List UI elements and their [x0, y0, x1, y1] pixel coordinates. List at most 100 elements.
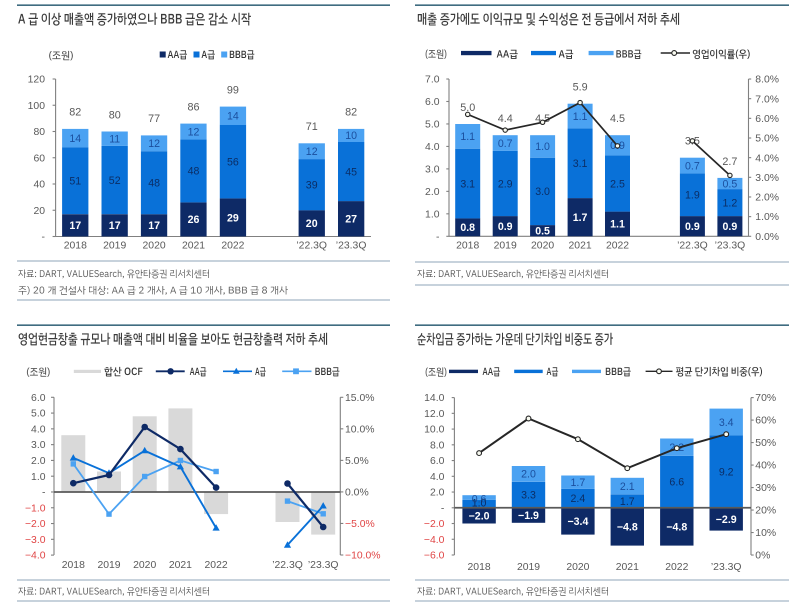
svg-text:40: 40: [33, 180, 45, 191]
svg-text:−1.9: −1.9: [518, 510, 539, 522]
svg-text:5.0: 5.0: [460, 102, 475, 114]
svg-text:0.5: 0.5: [723, 178, 738, 190]
svg-text:6.0: 6.0: [425, 97, 440, 108]
svg-text:0.0%: 0.0%: [345, 488, 369, 499]
svg-text:20: 20: [33, 206, 45, 217]
svg-text:17: 17: [148, 220, 160, 232]
svg-text:3.1: 3.1: [573, 158, 588, 170]
svg-text:2019: 2019: [97, 560, 120, 571]
svg-text:39: 39: [306, 180, 318, 192]
svg-text:2020: 2020: [133, 560, 156, 571]
svg-text:−4.8: −4.8: [666, 521, 687, 533]
svg-text:2.9: 2.9: [498, 178, 513, 190]
svg-text:’23.3Q: ’23.3Q: [715, 241, 746, 252]
svg-text:77: 77: [148, 113, 160, 125]
svg-text:2021: 2021: [169, 560, 192, 571]
svg-text:2019: 2019: [103, 241, 126, 252]
svg-text:82: 82: [345, 107, 357, 119]
svg-text:−2.9: −2.9: [716, 514, 737, 526]
svg-text:−2.0: −2.0: [469, 510, 490, 522]
svg-text:40%: 40%: [755, 461, 776, 472]
svg-text:0.9: 0.9: [498, 221, 513, 233]
svg-text:8.0: 8.0: [430, 440, 445, 451]
svg-text:12.0: 12.0: [424, 409, 444, 420]
svg-text:0.6: 0.6: [472, 493, 487, 505]
svg-text:3.0: 3.0: [535, 186, 550, 198]
svg-text:3.0: 3.0: [425, 165, 440, 176]
svg-text:0%: 0%: [755, 551, 770, 562]
svg-text:1.0: 1.0: [425, 209, 440, 220]
svg-text:-: -: [42, 488, 45, 499]
svg-text:51: 51: [69, 176, 81, 188]
svg-text:15.0%: 15.0%: [345, 393, 374, 404]
svg-text:1.7: 1.7: [573, 212, 588, 224]
svg-text:1.0: 1.0: [31, 472, 46, 483]
svg-text:−3.0: −3.0: [25, 535, 46, 546]
svg-text:3.0: 3.0: [31, 440, 46, 451]
svg-text:7.0: 7.0: [425, 75, 440, 86]
svg-text:2.7: 2.7: [722, 156, 737, 168]
svg-text:−6.0: −6.0: [424, 551, 445, 562]
svg-text:’23.3Q: ’23.3Q: [336, 241, 367, 252]
svg-text:2020: 2020: [566, 562, 589, 573]
svg-text:100: 100: [28, 101, 46, 112]
svg-text:0.0%: 0.0%: [755, 232, 779, 243]
svg-text:0.9: 0.9: [685, 221, 700, 233]
svg-text:’23.3Q: ’23.3Q: [711, 562, 742, 573]
svg-text:1.1: 1.1: [610, 219, 625, 231]
svg-text:6.0: 6.0: [31, 393, 46, 404]
svg-text:0.7: 0.7: [685, 160, 700, 172]
svg-text:11: 11: [109, 134, 120, 146]
svg-text:0.5: 0.5: [535, 226, 550, 238]
svg-text:60%: 60%: [755, 416, 776, 427]
svg-text:26: 26: [188, 214, 200, 226]
svg-text:27: 27: [345, 214, 357, 226]
svg-text:-: -: [42, 232, 45, 243]
svg-text:1.1: 1.1: [573, 111, 588, 123]
svg-text:2019: 2019: [494, 241, 517, 252]
svg-text:’22.3Q: ’22.3Q: [272, 560, 303, 571]
svg-text:6.0: 6.0: [430, 456, 445, 467]
svg-text:2018: 2018: [456, 241, 479, 252]
svg-text:2.5: 2.5: [610, 178, 625, 190]
svg-text:20%: 20%: [755, 506, 776, 517]
svg-text:−10.0%: −10.0%: [345, 551, 381, 562]
svg-text:17: 17: [109, 220, 121, 232]
svg-text:1.0%: 1.0%: [755, 212, 779, 223]
svg-text:−2.0: −2.0: [424, 519, 445, 530]
svg-text:4.5: 4.5: [535, 113, 550, 125]
svg-text:70%: 70%: [755, 393, 776, 404]
svg-text:80: 80: [33, 127, 45, 138]
svg-text:10.0%: 10.0%: [345, 424, 374, 435]
svg-text:3.4: 3.4: [719, 417, 734, 429]
svg-text:−4.8: −4.8: [617, 521, 638, 533]
svg-text:2022: 2022: [205, 560, 228, 571]
svg-text:2018: 2018: [64, 241, 87, 252]
svg-text:2018: 2018: [62, 560, 85, 571]
svg-text:0.8: 0.8: [460, 222, 475, 234]
svg-text:2.0: 2.0: [425, 187, 440, 198]
svg-text:4.0: 4.0: [31, 425, 46, 436]
svg-text:14.0: 14.0: [424, 393, 444, 404]
svg-text:−2.0: −2.0: [25, 519, 46, 530]
svg-text:5.0: 5.0: [31, 409, 46, 420]
svg-text:9.2: 9.2: [719, 466, 734, 478]
svg-text:12: 12: [148, 138, 160, 150]
svg-text:0.7: 0.7: [498, 138, 513, 150]
svg-text:4.0: 4.0: [425, 142, 440, 153]
svg-text:120: 120: [28, 75, 46, 86]
svg-text:2.0: 2.0: [521, 469, 536, 481]
svg-text:1.2: 1.2: [723, 197, 738, 209]
svg-text:14: 14: [227, 111, 239, 123]
svg-text:48: 48: [148, 178, 160, 190]
svg-text:12: 12: [306, 146, 318, 158]
svg-text:12: 12: [188, 126, 200, 138]
svg-text:2022: 2022: [606, 241, 629, 252]
svg-text:14: 14: [69, 133, 81, 145]
svg-text:2.0: 2.0: [31, 456, 46, 467]
svg-text:99: 99: [227, 84, 239, 96]
svg-text:1.9: 1.9: [685, 190, 700, 202]
svg-text:5.9: 5.9: [573, 82, 588, 94]
svg-text:2021: 2021: [182, 241, 205, 252]
svg-text:86: 86: [187, 101, 199, 113]
